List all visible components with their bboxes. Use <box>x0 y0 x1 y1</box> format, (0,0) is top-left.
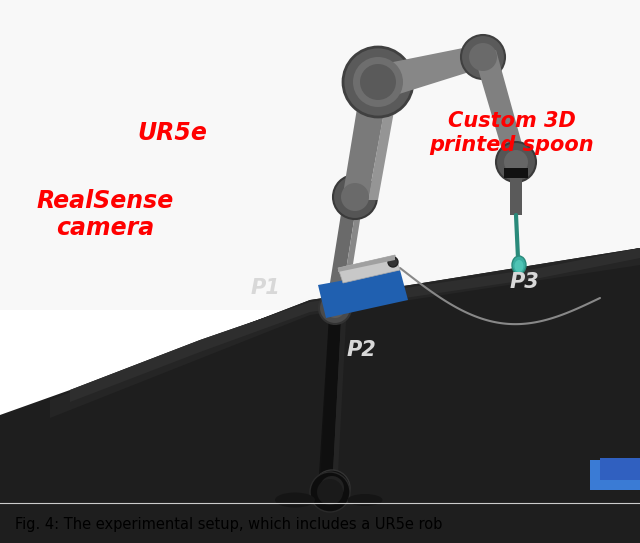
Bar <box>0 0 640 310</box>
Polygon shape <box>70 248 640 402</box>
Ellipse shape <box>515 260 524 272</box>
Circle shape <box>388 257 398 267</box>
Polygon shape <box>368 78 400 200</box>
Polygon shape <box>504 168 528 178</box>
Bar <box>600 458 640 480</box>
Text: Fig. 4: The experimental setup, which includes a UR5e rob: Fig. 4: The experimental setup, which in… <box>15 517 442 533</box>
Polygon shape <box>328 300 345 490</box>
Circle shape <box>317 479 343 505</box>
Polygon shape <box>338 255 395 272</box>
Text: P1: P1 <box>251 278 280 298</box>
Polygon shape <box>332 302 347 492</box>
Polygon shape <box>510 178 522 215</box>
Circle shape <box>333 175 377 219</box>
Polygon shape <box>320 302 342 492</box>
Ellipse shape <box>348 494 383 506</box>
Bar <box>590 460 640 490</box>
Text: P3: P3 <box>510 273 540 292</box>
Ellipse shape <box>275 493 315 508</box>
Polygon shape <box>326 195 358 308</box>
Text: P2: P2 <box>347 340 376 360</box>
Circle shape <box>314 470 350 506</box>
Polygon shape <box>0 248 640 543</box>
Circle shape <box>310 472 350 512</box>
Polygon shape <box>340 195 364 308</box>
Polygon shape <box>476 50 525 160</box>
Polygon shape <box>50 248 640 418</box>
Circle shape <box>320 476 344 500</box>
Polygon shape <box>318 270 408 318</box>
Polygon shape <box>318 300 340 490</box>
Circle shape <box>496 142 536 182</box>
Circle shape <box>343 47 413 117</box>
Text: UR5e: UR5e <box>138 121 208 145</box>
Polygon shape <box>338 255 400 283</box>
Polygon shape <box>378 45 482 100</box>
Circle shape <box>341 183 369 211</box>
Circle shape <box>319 292 351 324</box>
Circle shape <box>504 150 528 174</box>
Ellipse shape <box>512 256 526 274</box>
Circle shape <box>461 35 505 79</box>
Polygon shape <box>342 78 390 200</box>
Text: Custom 3D
printed spoon: Custom 3D printed spoon <box>429 111 595 155</box>
Polygon shape <box>0 248 640 543</box>
Text: RealSense
camera: RealSense camera <box>37 188 174 241</box>
Circle shape <box>325 298 345 318</box>
Circle shape <box>469 43 497 71</box>
Circle shape <box>353 57 403 107</box>
Circle shape <box>360 64 396 100</box>
